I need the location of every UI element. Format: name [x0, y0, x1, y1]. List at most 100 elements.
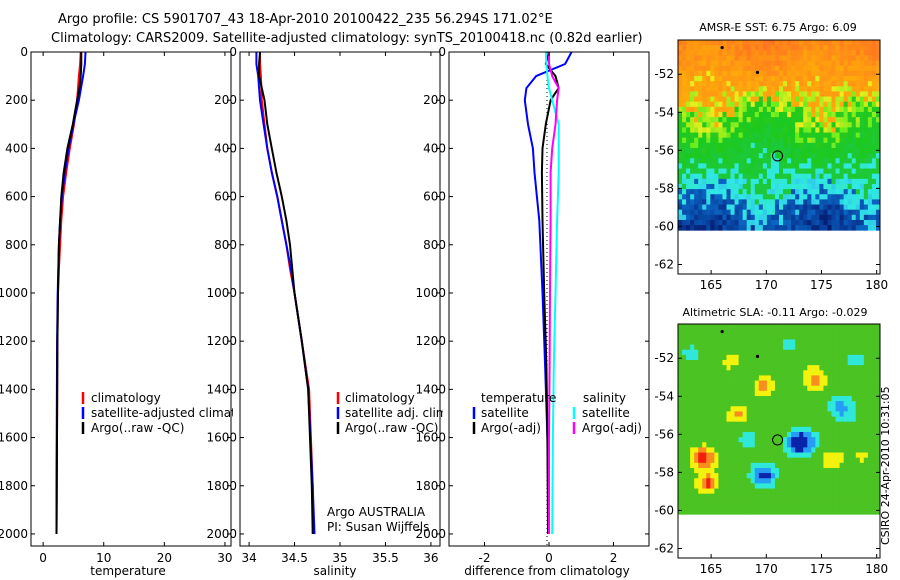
sst-map-cell [770, 70, 776, 77]
sst-map-cell [855, 194, 861, 200]
sst-map-cell [770, 106, 776, 113]
sst-map-cell [690, 137, 695, 144]
sla-map-cell [875, 349, 881, 356]
sst-map-cell [819, 75, 824, 82]
sla-map-cell [682, 385, 687, 392]
sst-map-cell [803, 158, 808, 164]
sla-map-cell [843, 478, 849, 484]
sla-map-cell [839, 354, 845, 361]
sla-map-cell [799, 370, 804, 376]
sla-map-cell [750, 493, 756, 500]
sla-map-cell [827, 411, 832, 417]
sst-map-cell [779, 204, 784, 211]
sst-map-cell [831, 45, 836, 51]
sla-map-cell [799, 503, 804, 510]
sla-map-cell [859, 339, 865, 345]
sst-map-cell [686, 137, 691, 144]
sla-map-cell [702, 498, 707, 505]
sst-map-cell [787, 50, 792, 56]
sla-map-cell [702, 442, 707, 448]
sla-map-cell [746, 462, 752, 469]
sla-map-cell [855, 329, 861, 335]
sla-map-cell [847, 483, 853, 489]
sla-map-cell [835, 344, 840, 351]
sla-map-cell [851, 324, 857, 330]
sla-map-cell [722, 462, 727, 469]
sla-lat-tick-label: -56 [654, 427, 674, 441]
sla-map-cell [855, 359, 861, 366]
sla-map-cell [855, 395, 861, 402]
sst-map-cell [811, 147, 816, 154]
sst-map-cell [819, 40, 824, 46]
sla-map-cell [795, 411, 800, 417]
sla-map-cell [787, 390, 792, 397]
sst-map-cell [686, 168, 691, 175]
sst-map-cell [774, 55, 780, 61]
sla-map-cell [738, 390, 744, 397]
sla-map-cell [702, 473, 707, 479]
sla-map-cell [867, 498, 873, 505]
sla-map-cell [706, 473, 711, 479]
sst-map-cell [863, 75, 869, 82]
sst-map-cell [871, 173, 877, 180]
sla-map-cell [859, 395, 865, 402]
sla-map-cell [779, 473, 784, 479]
sla-map-cell [706, 375, 711, 381]
sla-map-cell [750, 498, 756, 505]
sla-map-cell [811, 431, 816, 438]
sla-map-cell [746, 431, 752, 438]
sla-map-cell [754, 334, 760, 340]
sst-map-cell [678, 91, 683, 97]
sla-map-cell [742, 503, 748, 510]
sla-map-cell [682, 401, 687, 407]
sla-map-cell [762, 324, 768, 330]
sla-map-cell [783, 509, 788, 515]
sst-map-cell [770, 183, 776, 190]
sst-map-cell [875, 96, 881, 103]
sla-map-cell [851, 365, 857, 371]
sla-map-cell [835, 493, 840, 500]
sla-map-cell [847, 334, 853, 340]
sst-map-cell [851, 55, 857, 61]
sla-map-cell [803, 416, 808, 423]
sla-map-cell [823, 380, 828, 387]
sst-map-cell [690, 60, 695, 67]
sst-map-cell [718, 219, 723, 226]
sla-map-cell [807, 401, 812, 407]
sst-map-cell [819, 147, 824, 154]
sst-map-cell [698, 173, 703, 180]
sst-map-cell [867, 178, 873, 185]
sla-map-cell [774, 426, 780, 433]
sst-map-cell [758, 158, 764, 164]
sst-map-cell [779, 91, 784, 97]
sla-map-cell [710, 421, 715, 428]
sst-map-cell [875, 168, 881, 175]
sla-map-cell [726, 447, 731, 453]
sla-map-cell [766, 354, 772, 361]
sla-map-cell [831, 416, 836, 423]
sst-map-cell [738, 55, 744, 61]
sst-map-cell [762, 91, 768, 97]
sst-map-cell [706, 204, 711, 211]
sla-map-cell [847, 329, 853, 335]
sla-map-cell [843, 493, 849, 500]
sst-map-cell [706, 168, 711, 175]
sst-map-cell [811, 101, 816, 108]
sla-map-cell [819, 447, 824, 453]
sst-map-cell [851, 40, 857, 46]
sst-map-cell [682, 178, 687, 185]
csiro-timestamp: CSIRO 24-Apr-2010 10:31:05 [879, 386, 892, 545]
sst-map-cell [754, 219, 760, 226]
sst-map-cell [779, 75, 784, 82]
sst-map-cell [791, 106, 796, 113]
sst-map-cell [863, 158, 869, 164]
sla-map-cell [714, 401, 719, 407]
sla-map-cell [766, 385, 772, 392]
sst-map-cell [754, 163, 760, 169]
sla-map-cell [791, 442, 796, 448]
sla-map-cell [734, 416, 739, 423]
sst-map-cell [758, 199, 764, 205]
sla-map-cell [690, 324, 695, 330]
sla-map-cell [875, 447, 881, 453]
sla-map-cell [871, 493, 877, 500]
